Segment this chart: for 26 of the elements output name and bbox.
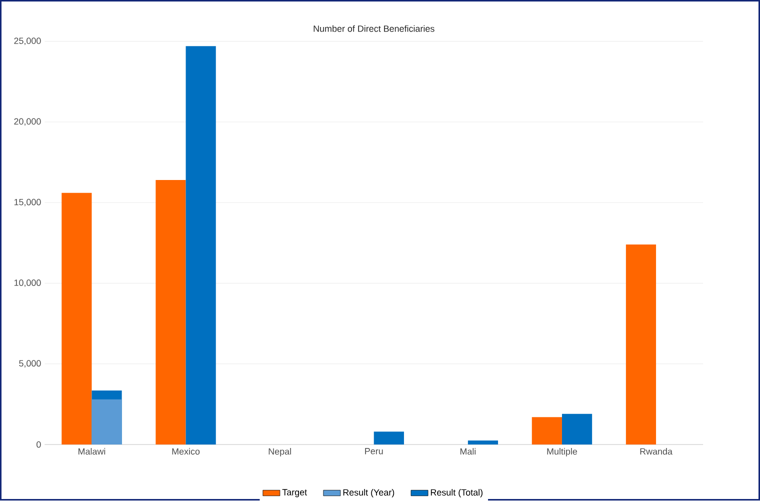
chart-title: Number of Direct Beneficiaries xyxy=(314,25,434,32)
y-tick-label: 20,000 xyxy=(14,118,41,126)
x-tick-label: Multiple xyxy=(547,448,578,456)
y-tick-label: 10,000 xyxy=(14,280,41,287)
y-tick-label: 0 xyxy=(36,441,41,448)
bar xyxy=(626,244,656,445)
legend-label: Result (Total) xyxy=(430,489,482,498)
x-tick-label: Peru xyxy=(365,448,383,454)
bar xyxy=(562,414,592,445)
y-tick-label: 15,000 xyxy=(14,198,41,206)
legend-label: Result (Year) xyxy=(343,489,394,498)
legend-label: Target xyxy=(282,489,307,498)
y-tick-label: 25,000 xyxy=(14,38,41,46)
x-tick-label: Mexico xyxy=(172,448,200,455)
x-tick-label: Rwanda xyxy=(640,448,672,455)
bar xyxy=(62,192,92,445)
bar xyxy=(186,46,216,445)
x-tick-label: Malawi xyxy=(78,448,106,455)
bar xyxy=(374,432,404,445)
x-tick-label: Mali xyxy=(460,448,476,455)
bar xyxy=(468,440,498,445)
x-tick-label: Nepal xyxy=(268,448,291,456)
bar xyxy=(156,180,186,445)
bar xyxy=(92,399,122,445)
y-tick-label: 5,000 xyxy=(19,360,41,368)
bar xyxy=(532,417,562,445)
